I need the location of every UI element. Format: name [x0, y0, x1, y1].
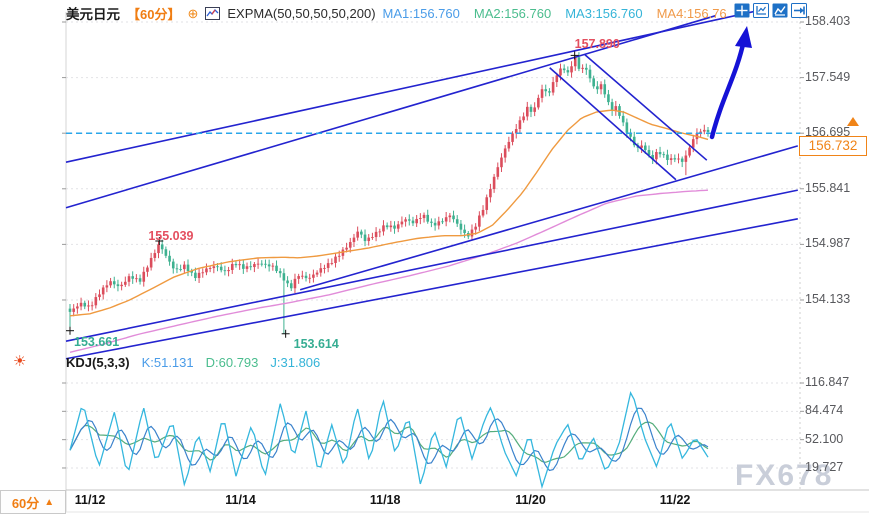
crosshair-icon[interactable]	[734, 3, 750, 18]
forward-icon[interactable]	[791, 3, 807, 18]
timeframe-label: 【60分】	[127, 6, 181, 22]
peak-price-annotation: 157.890	[574, 37, 620, 52]
kdj-label: KDJ(5,3,3)	[66, 355, 130, 370]
chart-header: 美元日元 【60分】 ⊕ EXPMA(50,50,50,50,200) MA1:…	[66, 3, 727, 23]
gridlines	[0, 12, 869, 513]
axis-scale-icon[interactable]	[753, 3, 769, 18]
spike-low-annotation: 153.614	[293, 336, 339, 351]
price-axis-label-right: 155.841	[805, 180, 851, 195]
ma2-value: MA2:156.760	[473, 5, 552, 21]
forecast-arrow-head	[735, 26, 752, 48]
trend-lines	[65, 9, 799, 360]
timeframe-up-arrow-icon: ▲	[44, 496, 55, 508]
price-axis-label-right: 154.133	[805, 291, 851, 306]
timeframe-button[interactable]: 60分 ▲	[0, 490, 66, 514]
price-axis-label-right: 154.987	[805, 236, 851, 251]
circle-plus-icon[interactable]: ⊕	[187, 5, 199, 21]
date-axis-label: 11/22	[659, 493, 691, 507]
ma1-value: MA1:156.760	[382, 5, 460, 21]
kdj-header: KDJ(5,3,3) K:51.131 D:60.793 J:31.806	[66, 355, 320, 370]
mini-chart-icon[interactable]	[205, 6, 221, 20]
last-tick-up-arrow	[847, 117, 859, 126]
date-axis-label: 11/20	[515, 493, 546, 507]
swing-low-annotation: 153.661	[74, 334, 120, 349]
kdj-j-line	[69, 391, 709, 490]
last-price-box: 156.732	[799, 136, 867, 156]
indicator-label: EXPMA(50,50,50,50,200)	[227, 5, 376, 21]
swing-high-annotation: 155.039	[148, 228, 194, 243]
symbol-title: 美元日元	[66, 7, 120, 22]
kdj-axis-label-right: 116.847	[805, 375, 850, 389]
candlesticks	[68, 52, 710, 334]
price-axis-label-right: 156.695	[805, 125, 851, 140]
kdj-d-value: D:60.793	[205, 355, 259, 370]
timeframe-button-label: 60分	[11, 495, 40, 511]
ma-fast-line	[69, 109, 709, 317]
ma4-value: MA4:156.76	[656, 5, 727, 21]
chart-toolbar	[734, 3, 807, 18]
sun-indicator-icon[interactable]: ☀	[13, 353, 27, 370]
kdj-axis-label-right: 19.727	[805, 459, 844, 474]
kdj-k-line	[69, 407, 709, 472]
price-axis-label-right: 157.549	[805, 69, 851, 84]
kdj-axis-label-right: 52.100	[805, 431, 844, 446]
ma-slow-line	[69, 189, 709, 353]
date-axis-label: 11/12	[74, 493, 106, 507]
date-axis-label: 11/14	[225, 493, 256, 507]
kdj-axis-label-right: 84.474	[805, 403, 844, 418]
date-axis-label: 11/18	[369, 493, 401, 507]
kdj-k-value: K:51.131	[141, 355, 194, 370]
ma3-value: MA3:156.760	[565, 5, 643, 21]
kdj-j-value: J:31.806	[270, 355, 321, 370]
extreme-markers	[66, 51, 579, 338]
ma-legend: MA1:156.760 MA2:156.760 MA3:156.760 MA4:156…	[383, 6, 727, 21]
chart-pane-icon[interactable]	[772, 3, 788, 18]
watermark: FX678	[735, 459, 834, 492]
forecast-arrow	[709, 37, 747, 140]
price-axis-label-right: 158.403	[805, 14, 851, 28]
